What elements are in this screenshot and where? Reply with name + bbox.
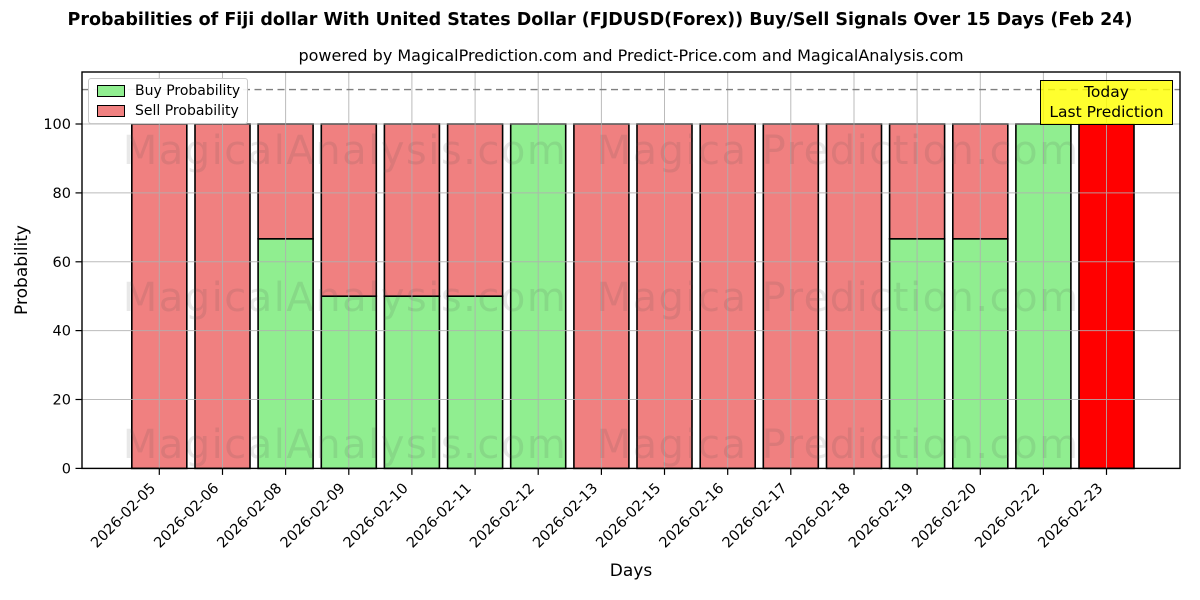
sell-swatch bbox=[97, 105, 125, 117]
y-tick-label: 0 bbox=[62, 461, 71, 477]
x-tick-label: 2026-02-09 bbox=[278, 481, 349, 552]
x-tick-label: 2026-02-17 bbox=[720, 481, 791, 552]
x-tick-label: 2026-02-16 bbox=[657, 481, 728, 552]
x-tick-label: 2026-02-05 bbox=[88, 481, 159, 552]
x-tick-label: 2026-02-08 bbox=[215, 481, 286, 552]
x-tick-label: 2026-02-23 bbox=[1035, 481, 1106, 552]
x-tick-label: 2026-02-11 bbox=[404, 481, 475, 552]
y-tick-label: 40 bbox=[53, 324, 71, 340]
legend-item-sell: Sell Probability bbox=[89, 103, 247, 119]
buy-swatch bbox=[97, 85, 125, 97]
y-axis-label: Probability bbox=[12, 225, 32, 315]
x-axis-label: Days bbox=[609, 561, 653, 581]
today-annotation-line1: Today bbox=[1084, 83, 1129, 102]
y-tick-label: 60 bbox=[53, 255, 71, 271]
legend-label-sell: Sell Probability bbox=[135, 103, 239, 119]
y-axis-group: 0 20 40 60 80 100 bbox=[43, 117, 82, 477]
watermark-text: Magica Prediction.com bbox=[596, 275, 1079, 321]
x-tick-label: 2026-02-06 bbox=[151, 481, 222, 552]
watermark-text: Magica Prediction.com bbox=[596, 422, 1079, 468]
x-tick-label: 2026-02-22 bbox=[972, 481, 1043, 552]
chart-subtitle: powered by MagicalPrediction.com and Pre… bbox=[298, 46, 964, 65]
x-tick-label: 2026-02-10 bbox=[341, 481, 412, 552]
legend: Buy Probability Sell Probability bbox=[88, 78, 248, 124]
legend-item-buy: Buy Probability bbox=[89, 83, 247, 99]
grid-group bbox=[82, 72, 1180, 469]
x-tick-label: 2026-02-12 bbox=[467, 481, 538, 552]
x-tick-label: 2026-02-19 bbox=[846, 481, 917, 552]
x-tick-label: 2026-02-18 bbox=[783, 481, 854, 552]
y-tick-label: 80 bbox=[53, 186, 71, 202]
watermark-text: MagicalAnalysis.com bbox=[123, 422, 568, 468]
watermark-text: MagicalAnalysis.com bbox=[123, 128, 568, 174]
watermark-text: MagicalAnalysis.com bbox=[123, 275, 568, 321]
legend-label-buy: Buy Probability bbox=[135, 83, 241, 99]
y-tick-label: 100 bbox=[43, 117, 71, 133]
y-tick-label: 20 bbox=[53, 393, 71, 409]
watermark-group: MagicalAnalysis.com Magica Prediction.com… bbox=[123, 128, 1079, 468]
chart-title: Probabilities of Fiji dollar With United… bbox=[67, 10, 1133, 30]
x-tick-label: 2026-02-15 bbox=[593, 481, 664, 552]
x-tick-label: 2026-02-13 bbox=[530, 481, 601, 552]
plot-border bbox=[81, 71, 1181, 470]
x-axis-group: 2026-02-052026-02-062026-02-082026-02-09… bbox=[88, 468, 1108, 552]
today-annotation-line2: Last Prediction bbox=[1049, 102, 1164, 121]
x-tick-label: 2026-02-20 bbox=[909, 481, 980, 552]
watermark-text: Magica Prediction.com bbox=[596, 128, 1079, 174]
today-annotation: Today Last Prediction bbox=[1040, 80, 1173, 125]
